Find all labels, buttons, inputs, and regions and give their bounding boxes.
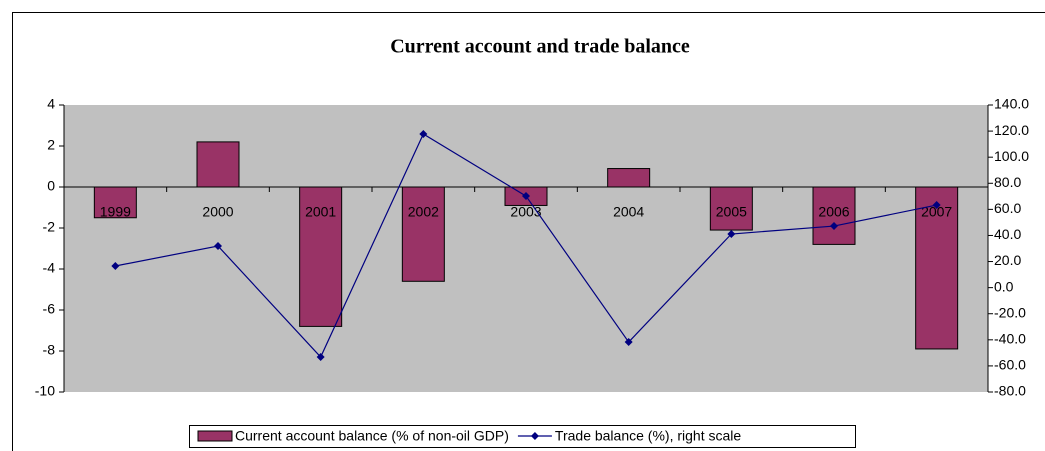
y2-tick-label: 100.0 — [994, 148, 1029, 164]
y2-tick-label: 120.0 — [994, 122, 1029, 138]
y2-tick-label: -20.0 — [994, 304, 1026, 320]
bar — [607, 168, 651, 188]
bar — [299, 186, 343, 327]
bar — [93, 186, 137, 219]
x-tick-label: 2005 — [716, 204, 747, 220]
y-tick-label: -8 — [43, 342, 56, 358]
y-tick-label: -4 — [43, 260, 56, 276]
bar — [401, 186, 445, 282]
y-tick-label: 0 — [47, 178, 55, 194]
y2-tick-label: 0.0 — [994, 278, 1014, 294]
x-tick-label: 2001 — [305, 204, 336, 220]
bar — [812, 186, 856, 245]
y2-tick-label: 80.0 — [994, 174, 1021, 190]
y-tick-label: -2 — [43, 219, 56, 235]
y-tick-label: 2 — [47, 137, 55, 153]
y2-tick-label: 20.0 — [994, 252, 1021, 268]
legend-label: Current account balance (% of non-oil GD… — [235, 428, 509, 444]
x-tick-label: 1999 — [100, 204, 131, 220]
marker — [932, 201, 941, 210]
marker — [727, 230, 736, 239]
legend-label: Trade balance (%), right scale — [555, 428, 741, 444]
marker — [522, 192, 530, 201]
y2-tick-label: -40.0 — [994, 331, 1026, 347]
y2-tick-label: 60.0 — [994, 200, 1021, 216]
marker — [419, 129, 428, 138]
y-tick-label: 4 — [47, 96, 55, 112]
y2-tick-label: -80.0 — [994, 383, 1026, 399]
marker — [316, 353, 325, 362]
marker — [830, 222, 838, 231]
legend-swatch — [197, 430, 233, 442]
y2-tick-label: -60.0 — [994, 357, 1026, 373]
y-tick-label: -10 — [35, 383, 55, 399]
y-tick-label: -6 — [43, 301, 56, 317]
y2-tick-label: 140.0 — [994, 96, 1029, 112]
y2-tick-label: 40.0 — [994, 226, 1021, 242]
marker — [624, 338, 633, 347]
marker — [111, 261, 120, 270]
x-tick-label: 2006 — [818, 204, 849, 220]
x-tick-label: 2007 — [921, 204, 952, 220]
bar — [196, 141, 240, 188]
legend-marker — [530, 432, 539, 440]
bar — [915, 186, 959, 350]
x-tick-label: 2004 — [613, 204, 644, 220]
x-tick-label: 2002 — [408, 204, 439, 220]
chart-title: Current account and trade balance — [390, 36, 690, 58]
x-tick-label: 2000 — [202, 204, 233, 220]
marker — [214, 242, 222, 251]
